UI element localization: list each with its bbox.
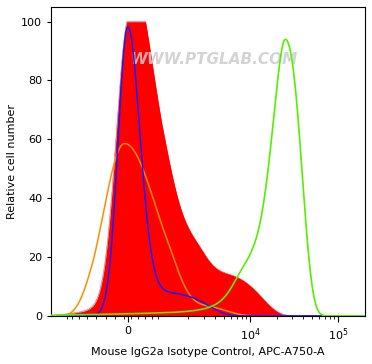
X-axis label: Mouse IgG2a Isotype Control, APC-A750-A: Mouse IgG2a Isotype Control, APC-A750-A xyxy=(92,347,325,357)
Text: WWW.PTGLAB.COM: WWW.PTGLAB.COM xyxy=(131,52,298,67)
Y-axis label: Relative cell number: Relative cell number xyxy=(7,104,17,219)
